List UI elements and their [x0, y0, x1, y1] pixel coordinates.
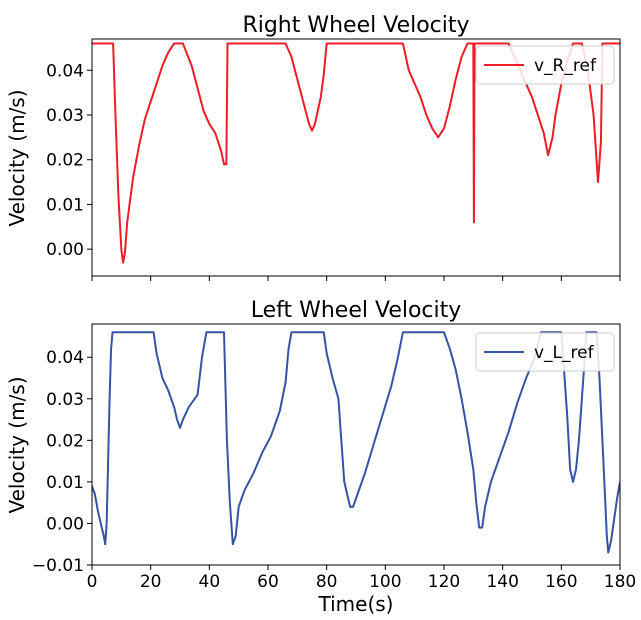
y-tick-label: 0.00 [46, 514, 84, 534]
legend-label: v_R_ref [534, 56, 597, 76]
x-tick-label: 160 [545, 572, 577, 592]
legend: v_R_ref [475, 45, 615, 85]
x-tick-label: 0 [87, 572, 98, 592]
y-tick-label: 0.03 [46, 106, 84, 126]
left-wheel-velocity-chart: Left Wheel Velocity Velocity (m/s) Time(… [5, 298, 636, 616]
x-tick-label: 20 [140, 572, 162, 592]
y-tick-label: 0.02 [46, 431, 84, 451]
x-tick-label: 140 [486, 572, 518, 592]
chart-title: Right Wheel Velocity [242, 13, 469, 38]
y-tick-label: 0.01 [46, 195, 84, 215]
x-tick-label: 60 [257, 572, 279, 592]
y-tick-label: 0.02 [46, 151, 84, 171]
y-tick-label: 0.03 [46, 390, 84, 410]
y-tick-label: 0.04 [46, 61, 84, 81]
x-tick-label: 80 [316, 572, 338, 592]
legend-box [475, 45, 615, 85]
y-tick-label: 0.00 [46, 240, 84, 260]
y-tick-label: 0.01 [46, 473, 84, 493]
x-tick-label: 180 [604, 572, 636, 592]
x-tick-label: 100 [369, 572, 401, 592]
plot-area: 0.00 0.01 0.02 0.03 0.04 [46, 38, 621, 281]
y-axis-label: Velocity (m/s) [5, 376, 29, 513]
y-tick-label: 0.04 [46, 348, 84, 368]
plot-frame [91, 323, 621, 566]
legend-label: v_L_ref [534, 343, 595, 363]
y-tick-label: −0.01 [32, 556, 84, 576]
legend-box [475, 332, 615, 372]
x-tick-label: 120 [428, 572, 460, 592]
chart-title: Left Wheel Velocity [251, 298, 462, 323]
y-axis-label: Velocity (m/s) [5, 89, 29, 226]
legend: v_L_ref [475, 332, 615, 372]
series-line-v-l-ref [92, 331, 620, 554]
series-line-v-r-ref [92, 42, 620, 264]
plot-area: 0 20 40 60 80 100 120 140 160 180 −0.01 0.00 0.01 0.0… [32, 323, 636, 592]
x-tick-label: 40 [199, 572, 221, 592]
x-axis-label: Time(s) [318, 592, 394, 616]
plot-frame [91, 38, 621, 277]
right-wheel-velocity-chart: Right Wheel Velocity Velocity (m/s) 0.00… [5, 13, 621, 281]
